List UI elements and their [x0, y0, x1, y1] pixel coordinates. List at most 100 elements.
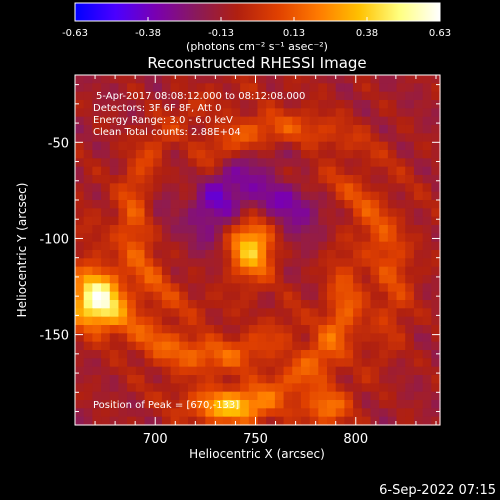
- heatmap-cell: [283, 116, 293, 126]
- heatmap-cell: [396, 175, 406, 184]
- heatmap-cell: [231, 266, 241, 276]
- heatmap-cell: [144, 375, 154, 384]
- heatmap-cell: [196, 258, 206, 268]
- heatmap-cell: [300, 108, 311, 118]
- heatmap-cell: [179, 308, 189, 318]
- heatmap-cell: [127, 358, 137, 368]
- heatmap-cell: [187, 83, 198, 93]
- heatmap-cell: [318, 83, 328, 93]
- heatmap-cell: [257, 400, 267, 409]
- heatmap-cell: [327, 391, 337, 401]
- heatmap-cell: [318, 191, 328, 201]
- heatmap-cell: [283, 150, 293, 159]
- heatmap-cell: [361, 200, 372, 209]
- heatmap-cell: [353, 225, 363, 234]
- heatmap-cell: [161, 141, 172, 151]
- heatmap-cell: [266, 91, 276, 101]
- heatmap-cell: [335, 133, 345, 143]
- heatmap-cell: [153, 166, 163, 176]
- heatmap-cell: [75, 133, 85, 143]
- heatmap-cell: [318, 91, 328, 101]
- heatmap-cell: [231, 341, 241, 351]
- heatmap-cell: [161, 391, 172, 401]
- heatmap-cell: [179, 233, 189, 243]
- heatmap-cell: [344, 75, 354, 84]
- heatmap-cell: [144, 100, 154, 109]
- heatmap-cell: [83, 291, 93, 301]
- heatmap-cell: [153, 108, 163, 118]
- heatmap-cell: [396, 283, 406, 293]
- heatmap-cell: [361, 75, 372, 84]
- heatmap-cell: [240, 141, 250, 151]
- heatmap-cell: [266, 75, 276, 84]
- heatmap-cell: [144, 91, 154, 101]
- heatmap-cell: [109, 258, 120, 268]
- heatmap-cell: [318, 333, 328, 343]
- heatmap-cell: [222, 100, 233, 109]
- heatmap-cell: [127, 375, 137, 384]
- heatmap-cell: [361, 333, 372, 343]
- heatmap-cell: [257, 100, 267, 109]
- heatmap-cell: [222, 241, 233, 251]
- heatmap-cell: [127, 83, 137, 93]
- heatmap-cell: [75, 125, 85, 134]
- heatmap-cell: [214, 291, 224, 301]
- heatmap-cell: [353, 183, 363, 193]
- heatmap-cell: [318, 350, 328, 359]
- heatmap-cell: [413, 383, 424, 393]
- heatmap-cell: [161, 316, 172, 326]
- heatmap-cell: [353, 258, 363, 268]
- heatmap-cell: [196, 233, 206, 243]
- heatmap-cell: [187, 200, 198, 209]
- heatmap-cell: [118, 183, 128, 193]
- heatmap-cell: [370, 333, 380, 343]
- heatmap-cell: [214, 308, 224, 318]
- heatmap-cell: [153, 225, 163, 234]
- heatmap-cell: [396, 308, 406, 318]
- heatmap-cell: [353, 83, 363, 93]
- heatmap-cell: [92, 216, 102, 226]
- heatmap-cell: [396, 158, 406, 168]
- heatmap-cell: [266, 266, 276, 276]
- heatmap-cell: [257, 283, 267, 293]
- heatmap-cell: [118, 166, 128, 176]
- heatmap-cell: [344, 283, 354, 293]
- heatmap-cell: [413, 166, 424, 176]
- heatmap-cell: [327, 300, 337, 309]
- heatmap-cell: [379, 408, 389, 418]
- heatmap-cell: [153, 91, 163, 101]
- heatmap-cell: [187, 175, 198, 184]
- heatmap-cell: [309, 275, 319, 284]
- heatmap-cell: [422, 183, 432, 193]
- heatmap-cell: [92, 275, 102, 284]
- heatmap-cell: [274, 75, 285, 84]
- heatmap-cell: [300, 175, 311, 184]
- heatmap-cell: [309, 225, 319, 234]
- heatmap-cell: [179, 341, 189, 351]
- heatmap-cell: [205, 191, 215, 201]
- colorbar-tick-label: 0.13: [283, 28, 305, 39]
- heatmap-cell: [222, 275, 233, 284]
- heatmap-cell: [109, 158, 120, 168]
- heatmap-cell: [379, 300, 389, 309]
- heatmap-cell: [83, 350, 93, 359]
- heatmap-cell: [92, 125, 102, 134]
- heatmap-cell: [109, 341, 120, 351]
- heatmap-cell: [222, 83, 233, 93]
- heatmap-cell: [405, 383, 415, 393]
- heatmap-cell: [205, 400, 215, 409]
- heatmap-cell: [248, 241, 259, 251]
- heatmap-cell: [144, 283, 154, 293]
- y-axis-label: Heliocentric Y (arcsec): [15, 183, 29, 318]
- heatmap-cell: [92, 350, 102, 359]
- heatmap-cell: [370, 308, 380, 318]
- heatmap-cell: [75, 241, 85, 251]
- heatmap-cell: [240, 216, 250, 226]
- heatmap-cell: [405, 208, 415, 218]
- heatmap-cell: [292, 358, 302, 368]
- heatmap-cell: [257, 325, 267, 334]
- heatmap-cell: [396, 366, 406, 376]
- heatmap-cell: [396, 241, 406, 251]
- heatmap-cell: [170, 266, 180, 276]
- heatmap-cell: [327, 358, 337, 368]
